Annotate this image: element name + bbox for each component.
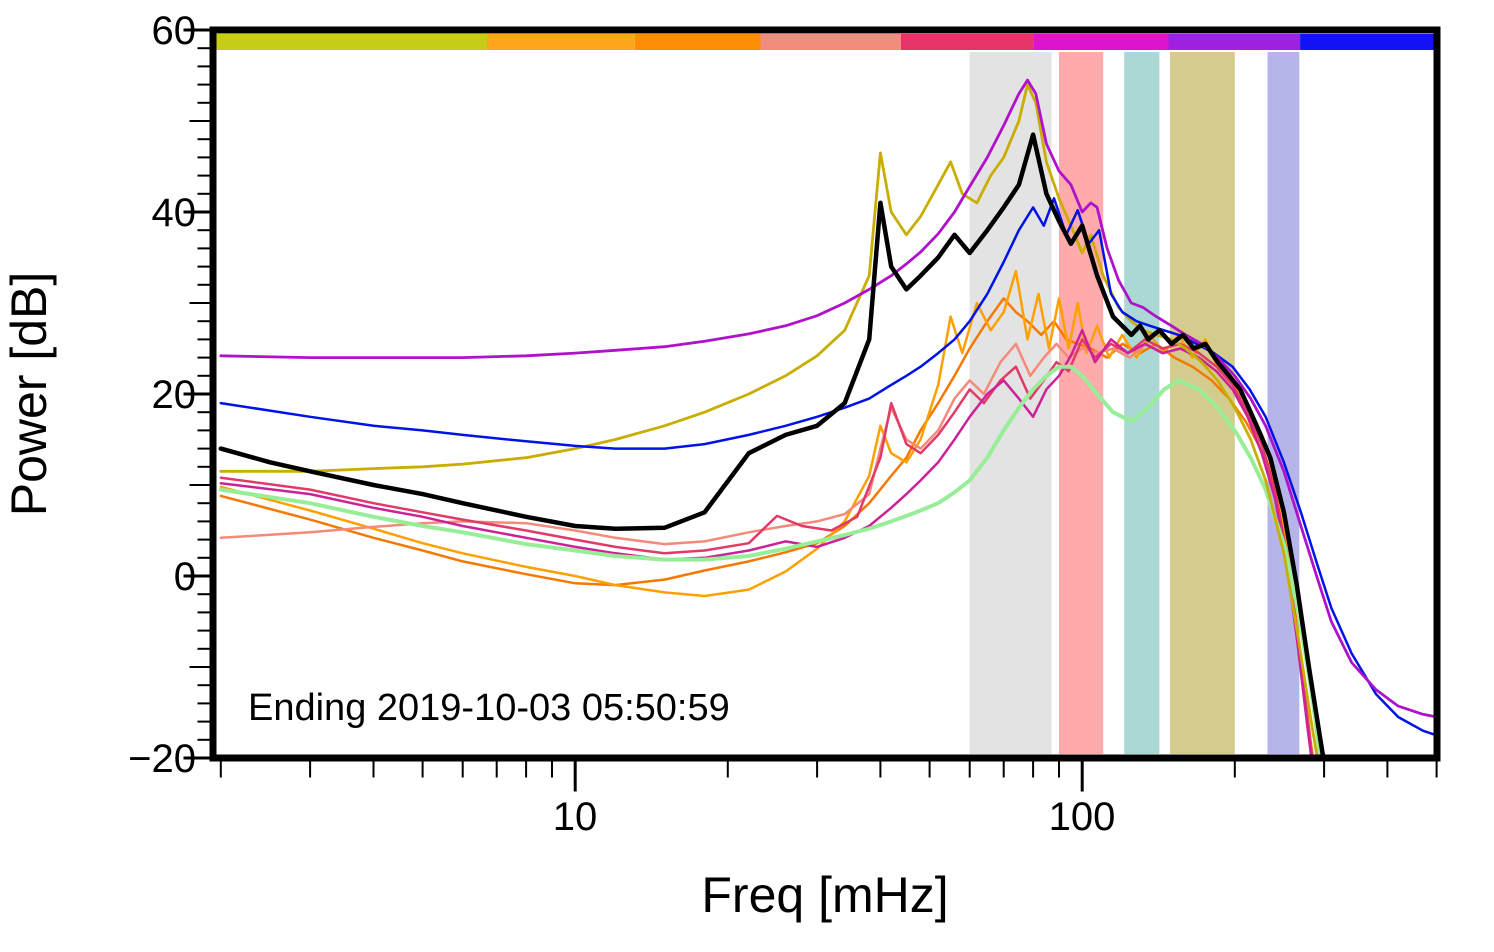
cb-orange-2 [634,34,761,50]
cb-blue [1300,34,1437,50]
axis-ticks [183,28,1438,792]
series-black [218,132,1326,758]
cb-orange-1 [487,34,635,50]
cb-crimson [900,34,1033,50]
shaded-frequency-bands [969,52,1300,754]
series-magenta-purple [219,78,1437,719]
top-colorbar [213,34,1437,50]
x-tick-label-100: 100 [1049,795,1116,839]
plot-frame [209,26,1441,762]
y-tick-label-20: 20 [152,373,197,417]
cb-salmon [760,34,901,50]
ending-time-annotation: Ending 2019-10-03 05:50:59 [248,687,730,729]
band-olive [1170,52,1235,754]
series-orange-dark [219,297,1313,758]
series-crimson [219,338,1314,758]
x-axis-title: Freq [mHz] [701,867,948,923]
y-tick-label-60: 60 [152,9,197,53]
y-tick-label-0: 0 [174,555,196,599]
y-tick-label-m20: −20 [128,737,196,781]
cb-yellowgreen [213,34,487,50]
cb-purple [1168,34,1301,50]
x-tick-label-10: 10 [553,795,598,839]
cb-magenta [1033,34,1169,50]
spectra-lines [218,78,1437,758]
band-lavender [1267,52,1300,754]
series-dark-yellow [219,83,1319,758]
series-blue [219,197,1437,737]
band-pink [1059,52,1104,754]
series-light-green [218,364,1323,758]
y-tick-label-40: 40 [152,191,197,235]
y-axis-title: Power [dB] [1,272,57,517]
